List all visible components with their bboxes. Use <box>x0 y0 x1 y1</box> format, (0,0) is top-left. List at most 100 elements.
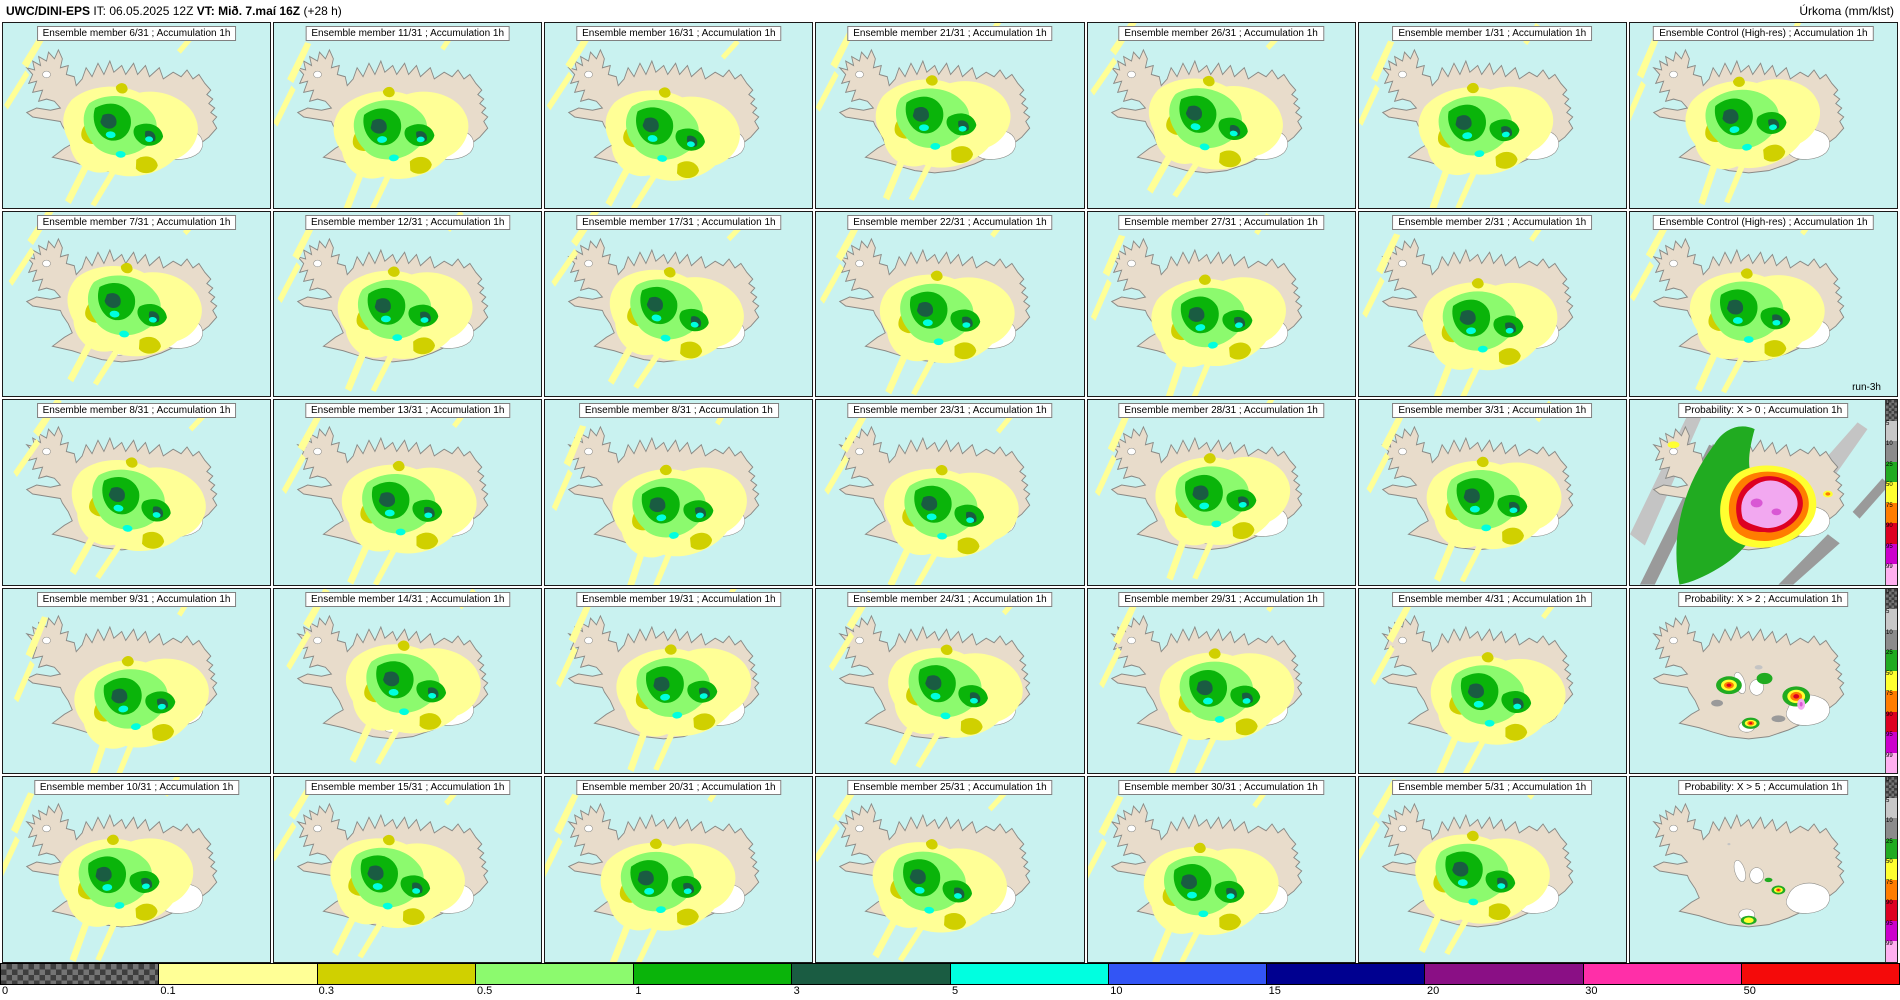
panel-title: Ensemble member 27/31 ; Accumulation 1h <box>1118 214 1324 230</box>
prob-colorbar-segment <box>1885 691 1897 712</box>
panel-title: Ensemble member 8/31 ; Accumulation 1h <box>36 403 237 419</box>
iceland-map <box>547 30 760 208</box>
iceland-map <box>1629 23 1845 206</box>
panel-title: Ensemble member 1/31 ; Accumulation 1h <box>1392 26 1593 41</box>
prob-colorbar-segment <box>1885 732 1897 753</box>
prob-colorbar-segment <box>1885 609 1897 630</box>
panel-title: Ensemble member 21/31 ; Accumulation 1h <box>847 26 1053 41</box>
iceland-map <box>1098 590 1302 774</box>
iceland-map <box>551 211 760 389</box>
forecast-panel: Ensemble member 16/31 ; Accumulation 1h <box>544 22 814 209</box>
prob-colorbar-label: 50 <box>1885 859 1893 866</box>
panel-title: Ensemble member 29/31 ; Accumulation 1h <box>1118 591 1324 607</box>
forecast-panel: Ensemble member 25/31 ; Accumulation 1h <box>815 776 1085 963</box>
probability-panel: Probability: X > 2 ; Accumulation 1h 0 5 10… <box>1628 587 1898 775</box>
init-time: IT: 06.05.2025 12Z <box>90 4 197 18</box>
prob-colorbar-label: 99 <box>1885 752 1893 759</box>
prob-colorbar-segment <box>1885 777 1897 798</box>
prob-colorbar-segment <box>1885 502 1897 524</box>
prob-colorbar-segment <box>1885 818 1897 839</box>
prob-colorbar-segment <box>1885 420 1897 442</box>
forecast-panel: Ensemble member 8/31 ; Accumulation 1h <box>544 399 814 586</box>
iceland-map <box>282 406 489 585</box>
iceland-map <box>1366 400 1574 583</box>
iceland-map <box>816 782 1031 962</box>
iceland-map <box>13 400 218 580</box>
iceland-map <box>3 777 218 962</box>
probability-panel: Probability: X > 0 ; Accumulation 1h 0 5 10… <box>1628 399 1898 586</box>
panel-title: Ensemble member 4/31 ; Accumulation 1h <box>1392 591 1593 607</box>
panel-title: Ensemble member 15/31 ; Accumulation 1h <box>304 780 511 796</box>
forecast-panel: Ensemble Control (High-res) ; Accumulati… <box>1628 22 1898 209</box>
iceland-map <box>274 780 489 959</box>
panel-title: Ensemble member 17/31 ; Accumulation 1h <box>576 214 782 230</box>
iceland-map <box>829 590 1031 768</box>
prob-colorbar-segment <box>1885 797 1897 819</box>
iceland-map <box>1094 400 1302 581</box>
iceland-map <box>1629 213 1845 393</box>
colorbar-label: 5 <box>951 985 959 997</box>
colorbar-segment <box>316 964 475 984</box>
panel-title: Ensemble member 12/31 ; Accumulation 1h <box>304 214 511 230</box>
forecast-panel: Ensemble member 10/31 ; Accumulation 1h <box>2 776 272 963</box>
panel-title: Ensemble member 30/31 ; Accumulation 1h <box>1118 780 1324 796</box>
probability-colorbar: 0 5 10 25 50 75 90 95 99 <box>1884 777 1897 962</box>
colorbar-segment <box>1 964 159 984</box>
iceland-map <box>286 588 489 765</box>
precip-colorbar-wrap: 0 0.1 0.3 0.5 1 3 5 10 15 20 30 50 <box>0 963 1900 1000</box>
prob-colorbar-segment <box>1885 920 1897 942</box>
panel-title: Ensemble member 28/31 ; Accumulation 1h <box>1118 403 1324 419</box>
forecast-panel: Ensemble member 22/31 ; Accumulation 1h <box>815 210 1085 398</box>
iceland-map <box>13 594 218 774</box>
prob-colorbar-label: 99 <box>1885 564 1893 571</box>
forecast-panel: Ensemble member 24/31 ; Accumulation 1h <box>815 587 1085 775</box>
panel-title: Ensemble member 22/31 ; Accumulation 1h <box>847 214 1053 230</box>
panel-title: Probability: X > 2 ; Accumulation 1h <box>1678 591 1849 607</box>
forecast-panel: Ensemble member 28/31 ; Accumulation 1h <box>1086 399 1356 586</box>
forecast-panel: Ensemble member 13/31 ; Accumulation 1h <box>273 399 543 586</box>
panel-grid: Ensemble member 6/31 ; Accumulation 1h En… <box>2 22 1898 963</box>
panel-title: Ensemble member 9/31 ; Accumulation 1h <box>36 591 237 607</box>
prob-colorbar-label: 0 <box>1885 400 1890 407</box>
lead-time: (+28 h) <box>300 4 342 18</box>
prob-colorbar-label: 5 <box>1885 797 1890 804</box>
prob-colorbar-label: 95 <box>1885 920 1893 927</box>
prob-colorbar-label: 75 <box>1885 691 1893 698</box>
colorbar-label: 3 <box>793 985 800 997</box>
panel-title: Ensemble member 8/31 ; Accumulation 1h <box>578 403 779 419</box>
forecast-panel: Ensemble member 7/31 ; Accumulation 1h <box>2 210 272 398</box>
prob-colorbar-segment <box>1885 838 1897 860</box>
forecast-panel: Ensemble member 3/31 ; Accumulation 1h <box>1357 399 1627 586</box>
prob-colorbar-segment <box>1885 543 1897 565</box>
forecast-panel: Ensemble member 11/31 ; Accumulation 1h <box>273 22 543 209</box>
panel-title: Ensemble member 7/31 ; Accumulation 1h <box>36 214 237 230</box>
iceland-map <box>1090 23 1302 198</box>
forecast-panel: Ensemble Control (High-res) ; Accumulati… <box>1628 210 1898 398</box>
iceland-map <box>1629 411 1890 585</box>
forecast-panel: Ensemble member 14/31 ; Accumulation 1h <box>273 587 543 775</box>
prob-colorbar-label: 0 <box>1885 588 1890 595</box>
colorbar-segment <box>1107 964 1266 984</box>
prob-colorbar-label: 50 <box>1885 670 1893 677</box>
colorbar-segment <box>158 964 317 984</box>
model-name: UWC/DINI-EPS <box>6 4 90 18</box>
iceland-map <box>274 28 489 208</box>
panel-title: Ensemble member 26/31 ; Accumulation 1h <box>1118 26 1324 41</box>
colorbar-segment <box>1740 964 1899 984</box>
panel-title: Ensemble member 11/31 ; Accumulation 1h <box>305 26 511 41</box>
run-info: UWC/DINI-EPS IT: 06.05.2025 12Z VT: Mið.… <box>6 4 342 18</box>
prob-colorbar-label: 50 <box>1885 482 1893 489</box>
panel-title: Ensemble member 3/31 ; Accumulation 1h <box>1392 403 1593 419</box>
panel-title: Ensemble member 23/31 ; Accumulation 1h <box>847 403 1053 419</box>
prob-colorbar-segment <box>1885 941 1897 962</box>
forecast-panel: Ensemble member 15/31 ; Accumulation 1h <box>273 776 543 963</box>
forecast-panel: Ensemble member 29/31 ; Accumulation 1h <box>1086 587 1356 775</box>
panel-title: Ensemble member 24/31 ; Accumulation 1h <box>847 591 1053 607</box>
colorbar-segment <box>474 964 633 984</box>
forecast-panel: Ensemble member 21/31 ; Accumulation 1h <box>815 22 1085 209</box>
run-offset-note: run-3h <box>1852 382 1881 394</box>
iceland-map <box>8 211 218 386</box>
probability-colorbar: 0 5 10 25 50 75 90 95 99 <box>1884 400 1897 585</box>
panel-title: Ensemble member 19/31 ; Accumulation 1h <box>576 591 782 607</box>
forecast-panel: Ensemble member 2/31 ; Accumulation 1h <box>1357 210 1627 398</box>
